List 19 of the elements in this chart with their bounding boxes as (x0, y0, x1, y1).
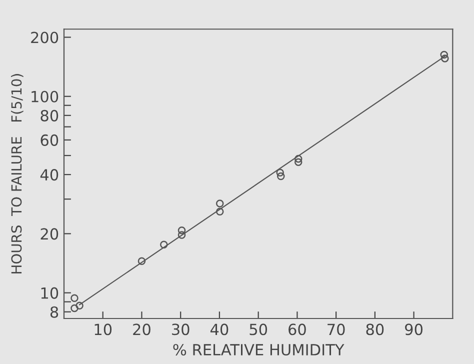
x-tick-label: 80 (366, 324, 384, 336)
y-tick-label: 80 (40, 110, 58, 122)
x-tick-label: 40 (210, 324, 228, 336)
y-axis-title: HOURS TO FAILURE F(5/10) (10, 74, 24, 274)
y-tick-label: 40 (40, 169, 58, 181)
y-tick-label: 200 (31, 32, 58, 44)
x-tick-label: 50 (250, 324, 268, 336)
x-tick-label: 30 (172, 324, 190, 336)
x-tick-label: 10 (94, 324, 112, 336)
x-axis-title: % RELATIVE HUMIDITY (173, 344, 344, 356)
x-tick-label: 70 (328, 324, 345, 336)
y-tick-label: 60 (40, 134, 58, 146)
y-tick-label: 8 (50, 306, 58, 318)
y-tick-label: 10 (41, 287, 58, 299)
y-tick-label: 100 (32, 90, 58, 102)
x-tick-label: 60 (288, 324, 306, 336)
x-tick-label: 90 (405, 324, 423, 336)
x-tick-label: 20 (133, 324, 150, 336)
y-tick-label: 20 (40, 228, 58, 240)
